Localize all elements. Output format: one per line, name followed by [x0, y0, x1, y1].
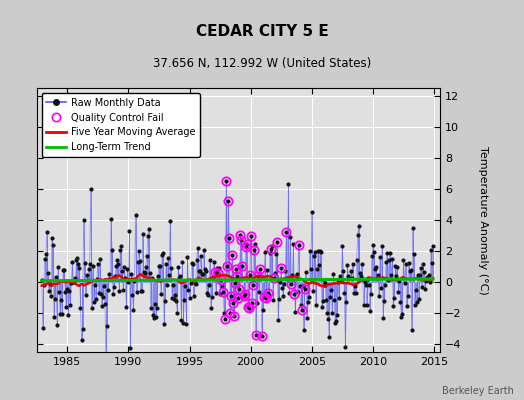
- Legend: Raw Monthly Data, Quality Control Fail, Five Year Moving Average, Long-Term Tren: Raw Monthly Data, Quality Control Fail, …: [41, 93, 200, 157]
- Text: CEDAR CITY 5 E: CEDAR CITY 5 E: [195, 24, 329, 40]
- Text: Berkeley Earth: Berkeley Earth: [442, 386, 514, 396]
- Y-axis label: Temperature Anomaly (°C): Temperature Anomaly (°C): [478, 146, 488, 294]
- Text: 37.656 N, 112.992 W (United States): 37.656 N, 112.992 W (United States): [153, 58, 371, 70]
